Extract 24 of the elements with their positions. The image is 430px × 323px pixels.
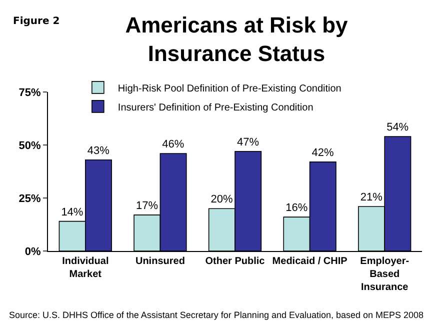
y-tick-label: 50%	[18, 140, 42, 152]
caption: Figure 2	[13, 16, 60, 27]
data-label: 17%	[136, 200, 158, 212]
y-tick-label: 0%	[24, 246, 42, 258]
x-tick-label: Uninsured	[135, 256, 185, 267]
y-tick-label: 75%	[18, 86, 42, 99]
x-tick-label: Medicaid / CHIP	[272, 256, 348, 267]
legend-label: Insurers' Definition of Pre-Existing Condition	[118, 102, 314, 114]
x-tick-label: Employer- Based Insurance	[360, 256, 410, 293]
legend-label: High-Risk Pool Definition of Pre-Existing Condition	[118, 83, 342, 94]
data-label: 14%	[61, 206, 84, 218]
data-label: 42%	[312, 146, 334, 159]
data-label: 20%	[210, 194, 234, 206]
x-tick-label: Other Public	[205, 256, 266, 267]
data-label: 54%	[386, 122, 409, 134]
data-label: 16%	[286, 202, 308, 214]
x-tick-label: Individual Market	[62, 256, 109, 280]
data-label: 43%	[87, 144, 110, 157]
y-tick-label: 25%	[18, 192, 42, 205]
data-label: 47%	[236, 136, 260, 148]
chart-title: Americans at Risk by Insurance Status	[125, 12, 349, 66]
data-label: 46%	[162, 138, 184, 150]
data-label: 21%	[360, 191, 383, 204]
source-note: Source: U.S. DHHS Office of the Assistant Secretary for Planning and Evaluation, based on MEPS 2008	[9, 310, 424, 320]
